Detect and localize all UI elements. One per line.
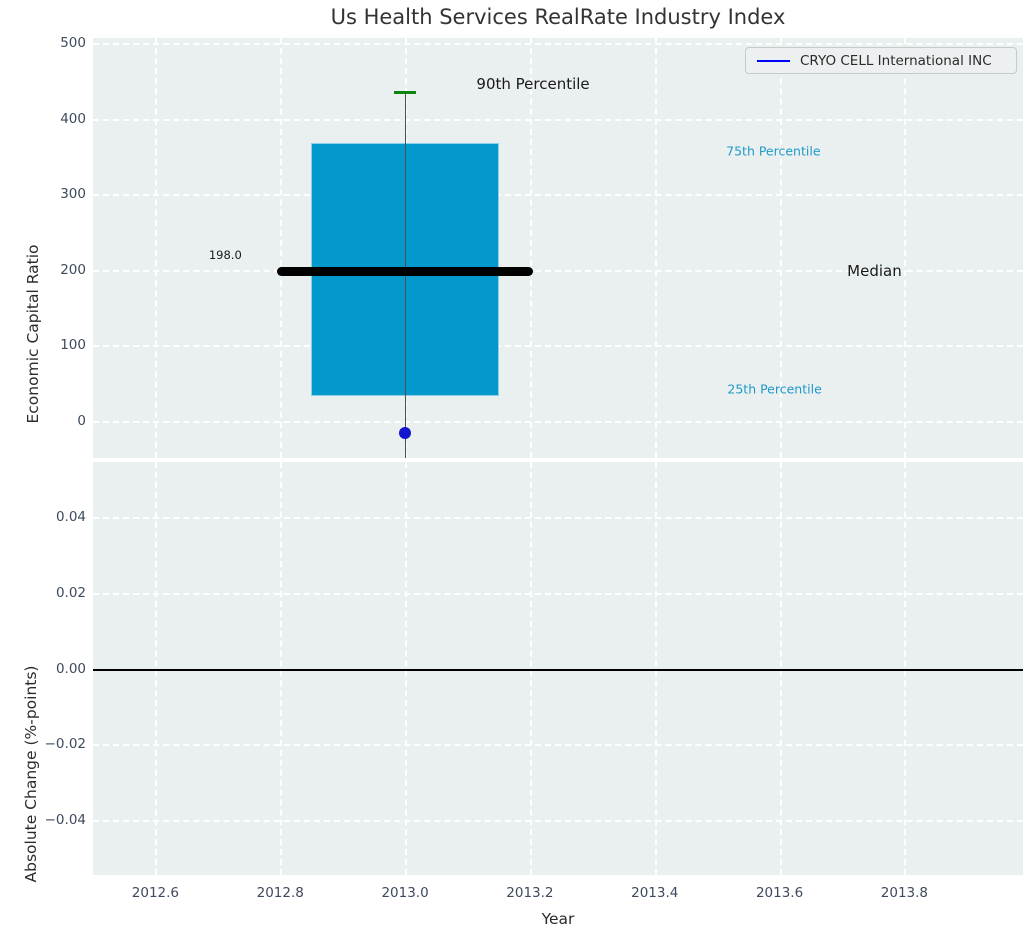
gridline-horizontal xyxy=(93,820,1023,823)
xtick-label: 2012.8 xyxy=(256,885,304,901)
gridline-horizontal xyxy=(93,43,1023,46)
gridline-horizontal xyxy=(93,744,1023,747)
legend-line-icon xyxy=(757,59,790,62)
top-ytick-label: 0 xyxy=(77,412,86,429)
bottom-ytick-label: −0.02 xyxy=(44,736,86,753)
gridline-vertical xyxy=(904,38,907,458)
xtick-label: 2013.0 xyxy=(381,885,429,901)
gridline-vertical xyxy=(529,38,532,458)
annotation-90th-percentile: 90th Percentile xyxy=(476,75,590,94)
gridline-horizontal xyxy=(93,118,1023,121)
x-axis-label: Year xyxy=(541,910,575,928)
zero-change-line xyxy=(93,668,1023,671)
top-ytick-label: 500 xyxy=(60,35,86,52)
gridline-horizontal xyxy=(93,516,1023,519)
gridline-horizontal xyxy=(93,592,1023,595)
gridline-vertical xyxy=(779,38,782,458)
gridline-horizontal xyxy=(93,345,1023,348)
bottom-ytick-label: 0.04 xyxy=(55,508,86,525)
top-ytick-label: 100 xyxy=(60,337,86,354)
top-ytick-label: 400 xyxy=(60,110,86,127)
xtick-label: 2013.2 xyxy=(506,885,554,901)
bottom-ytick-label: 0.00 xyxy=(55,660,86,677)
xtick-label: 2013.4 xyxy=(631,885,679,901)
annotation-median: Median xyxy=(847,261,902,280)
bottom-ytick-label: −0.04 xyxy=(44,812,86,829)
xtick-label: 2012.6 xyxy=(131,885,180,901)
legend-label: CRYO CELL International INC xyxy=(800,52,992,69)
annotation-25th-percentile: 25th Percentile xyxy=(727,381,822,397)
bottom-y-axis-label: Absolute Change (%-points) xyxy=(22,665,40,883)
top-axes xyxy=(93,38,1023,458)
company-data-point xyxy=(399,427,412,440)
annotation-75th-percentile: 75th Percentile xyxy=(726,143,821,159)
chart-title: Us Health Services RealRate Industry Ind… xyxy=(330,5,786,29)
xtick-label: 2013.6 xyxy=(755,885,804,901)
gridline-vertical xyxy=(654,38,657,458)
gridline-horizontal xyxy=(93,194,1023,197)
gridline-horizontal xyxy=(93,420,1023,423)
top-ytick-label: 300 xyxy=(60,186,86,203)
gridline-vertical xyxy=(280,38,283,458)
cap-90th-percentile xyxy=(393,90,417,94)
gridline-horizontal xyxy=(93,269,1023,272)
annotation-198-0: 198.0 xyxy=(208,247,242,262)
bottom-ytick-label: 0.02 xyxy=(55,584,86,601)
bottom-axes xyxy=(93,462,1023,875)
xtick-label: 2013.8 xyxy=(880,885,929,901)
top-ytick-label: 200 xyxy=(60,261,86,278)
gridline-vertical xyxy=(155,38,158,458)
median-line xyxy=(277,266,534,276)
legend: CRYO CELL International INC xyxy=(745,47,1017,74)
